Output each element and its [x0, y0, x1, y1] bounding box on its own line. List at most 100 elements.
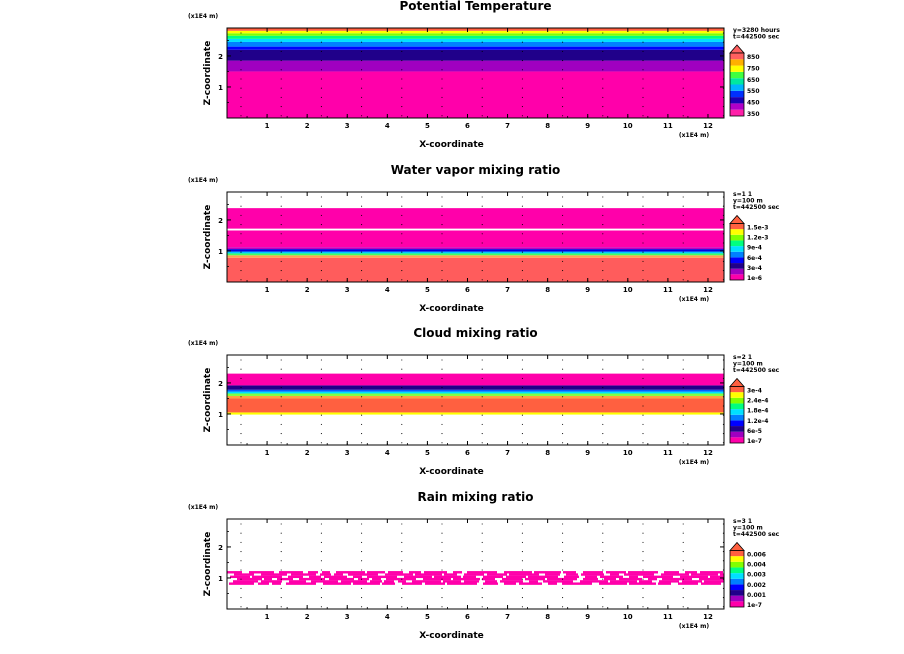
grid-dot: [441, 368, 443, 370]
grid-dot: [642, 260, 644, 262]
grid-dot: [562, 569, 564, 571]
panel-4: Rain mixing ratio(x1E4 m)1 2 3 4 5 6 7 8 9 10 11 12…: [188, 490, 780, 641]
grid-dot: [642, 50, 644, 52]
rain-streak: [384, 580, 394, 583]
grid-dot: [280, 251, 282, 253]
rain-streak: [485, 580, 497, 583]
rain-streak: [528, 575, 558, 579]
colorbar-frame: [729, 550, 745, 608]
grid-dot: [642, 270, 644, 272]
rain-streak: [320, 573, 331, 576]
grid-dot: [682, 414, 684, 416]
grid-dot: [441, 87, 443, 89]
grid-dot: [361, 587, 363, 589]
grid-dot: [481, 587, 483, 589]
grid-dot: [320, 224, 322, 226]
grid-dot: [240, 551, 242, 553]
grid-dot: [682, 560, 684, 562]
grid-dot: [562, 414, 564, 416]
grid-dot: [481, 205, 483, 207]
x-tick-label: 11: [663, 122, 673, 130]
rain-streak: [464, 580, 479, 583]
grid-dot: [521, 377, 523, 379]
grid-dot: [642, 532, 644, 534]
grid-dot: [280, 260, 282, 262]
chart-title: Water vapor mixing ratio: [391, 163, 561, 177]
grid-dot: [481, 41, 483, 43]
rain-streak: [629, 575, 638, 579]
rain-streak: [261, 580, 282, 583]
grid-dot: [602, 414, 604, 416]
grid-dot: [602, 279, 604, 281]
colorbar-tick-label: 1e-7: [747, 438, 762, 445]
x-tick-label: 11: [663, 286, 673, 294]
rain-streak: [704, 580, 724, 583]
grid-dot: [240, 368, 242, 370]
grid-dot: [280, 578, 282, 580]
rain-streak: [585, 575, 597, 579]
grid-dot: [642, 106, 644, 108]
x-tick-label: 6: [465, 449, 470, 457]
grid-dot: [361, 87, 363, 89]
grid-dot: [521, 359, 523, 361]
z-tick-label: 1: [218, 248, 223, 256]
grid-dot: [602, 423, 604, 425]
contour-band-4: [227, 46, 724, 50]
rain-streak: [583, 577, 598, 581]
rain-streak: [277, 577, 293, 581]
grid-dot: [521, 396, 523, 398]
chart-title: Potential Temperature: [399, 0, 551, 13]
grid-dot: [562, 96, 564, 98]
x-axis-label: X-coordinate: [419, 631, 484, 641]
grid-dot: [361, 233, 363, 235]
x-tick-label: 5: [425, 122, 430, 130]
x-tick-label: 9: [585, 449, 590, 457]
colorbar-swatch: [730, 251, 744, 258]
grid-dot: [602, 251, 604, 253]
grid-dot: [280, 423, 282, 425]
grid-dot: [401, 115, 403, 117]
rain-streak: [464, 573, 484, 576]
grid-dot: [481, 69, 483, 71]
rain-streak: [701, 582, 721, 585]
grid-dot: [481, 368, 483, 370]
colorbar-swatch: [730, 229, 744, 235]
contour-band-2: [227, 60, 724, 72]
rain-streak: [610, 580, 637, 583]
grid-dot: [441, 96, 443, 98]
info-text: s=1 1: [733, 191, 752, 198]
grid-dot: [562, 532, 564, 534]
rain-streak: [467, 571, 497, 574]
grid-dot: [320, 597, 322, 599]
rain-streak: [661, 573, 689, 576]
grid-dot: [481, 396, 483, 398]
rain-streak: [599, 582, 627, 585]
grid-dot: [401, 50, 403, 52]
grid-dot: [602, 196, 604, 198]
grid-dot: [642, 196, 644, 198]
rain-streak: [234, 573, 254, 576]
grid-dot: [320, 396, 322, 398]
grid-dot: [642, 405, 644, 407]
grid-dot: [280, 78, 282, 80]
grid-dot: [280, 523, 282, 525]
grid-dot: [441, 606, 443, 608]
rain-streak: [685, 571, 697, 574]
grid-dot: [682, 196, 684, 198]
grid-dot: [361, 60, 363, 62]
grid-dot: [682, 442, 684, 444]
rain-streak: [334, 573, 343, 576]
grid-dot: [361, 260, 363, 262]
grid-dot: [320, 32, 322, 34]
grid-dot: [521, 50, 523, 52]
contour-band-10: [227, 28, 724, 31]
grid-dot: [361, 359, 363, 361]
grid-dot: [320, 433, 322, 435]
grid-dot: [441, 377, 443, 379]
grid-dot: [562, 442, 564, 444]
grid-dot: [562, 41, 564, 43]
z-axis-label: Z-coordinate: [203, 532, 213, 597]
x-axis-label: X-coordinate: [419, 304, 484, 314]
grid-dot: [240, 587, 242, 589]
grid-dot: [562, 423, 564, 425]
